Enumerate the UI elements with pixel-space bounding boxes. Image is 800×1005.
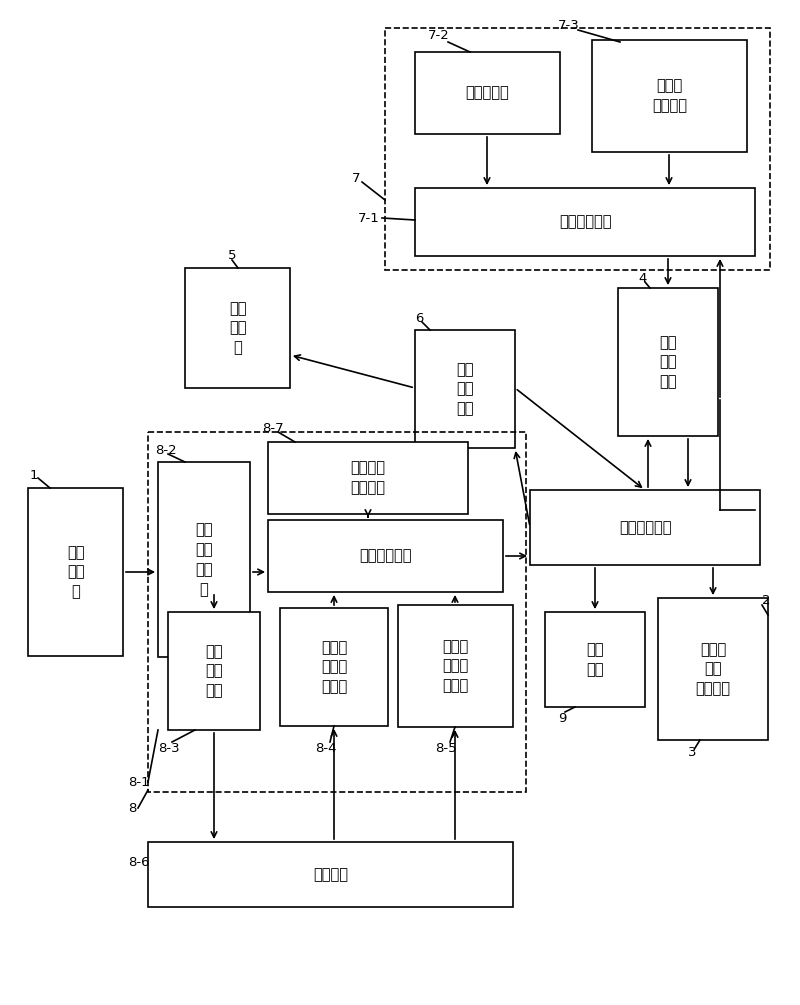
Bar [415,52,560,134]
Bar [415,188,755,256]
Text: 信号输入通道: 信号输入通道 [359,549,412,564]
Bar [158,462,250,657]
Bar [28,488,123,656]
Text: 自动
判别
模块: 自动 判别 模块 [206,643,222,698]
Bar [592,40,747,152]
Text: 7-2: 7-2 [428,28,450,41]
Bar [398,605,513,727]
Bar [268,520,503,592]
Text: 数据处理模块: 数据处理模块 [618,520,671,535]
Text: 8: 8 [128,802,136,814]
Text: 7: 7 [352,172,361,185]
Bar [280,608,388,726]
Bar [148,842,513,907]
Bar [385,28,770,270]
Bar [658,598,768,740]
Text: 8-3: 8-3 [158,742,180,755]
Text: 7-3: 7-3 [558,18,580,31]
Bar [148,432,526,792]
Bar [530,490,760,565]
Text: 8-4: 8-4 [315,742,337,755]
Text: 显示
模块: 显示 模块 [586,642,604,677]
Text: 3: 3 [688,746,697,759]
Text: 上位
监控
机: 上位 监控 机 [229,300,246,356]
Text: 8-2: 8-2 [155,443,177,456]
Text: 信号类型
设置模块: 信号类型 设置模块 [350,460,386,495]
Text: 4: 4 [638,271,646,284]
Text: 数字量
信号处
理模块: 数字量 信号处 理模块 [321,640,347,694]
Text: 2: 2 [762,594,770,606]
Text: 模拟量
信号处
理模块: 模拟量 信号处 理模块 [442,639,469,693]
Text: 可充电电池: 可充电电池 [466,85,510,101]
Text: 传感
器输
入接
口: 传感 器输 入接 口 [195,523,213,597]
Text: 9: 9 [558,712,566,725]
Bar [185,268,290,388]
Text: 8-6: 8-6 [128,855,150,868]
Text: 8-5: 8-5 [435,742,457,755]
Text: 7-1: 7-1 [358,211,380,224]
Text: 短距离
无线
通信模块: 短距离 无线 通信模块 [695,642,730,696]
Text: 无线
收发
模块: 无线 收发 模块 [456,362,474,416]
Text: 5: 5 [228,248,237,261]
Text: 太阳能
充电电池: 太阳能 充电电池 [652,78,687,114]
Text: 数据
存储
模块: 数据 存储 模块 [659,335,677,389]
Text: 控制模块: 控制模块 [313,867,348,882]
Text: 8-7: 8-7 [262,421,284,434]
Text: 电源管理模块: 电源管理模块 [558,214,611,229]
Text: 8-1: 8-1 [128,776,150,789]
Text: 1: 1 [30,468,38,481]
Bar [268,442,468,514]
Bar [545,612,645,707]
Bar [168,612,260,730]
Bar [618,288,718,436]
Text: 6: 6 [415,312,423,325]
Text: 传感
器模
块: 传感 器模 块 [66,545,84,599]
Bar [415,330,515,448]
